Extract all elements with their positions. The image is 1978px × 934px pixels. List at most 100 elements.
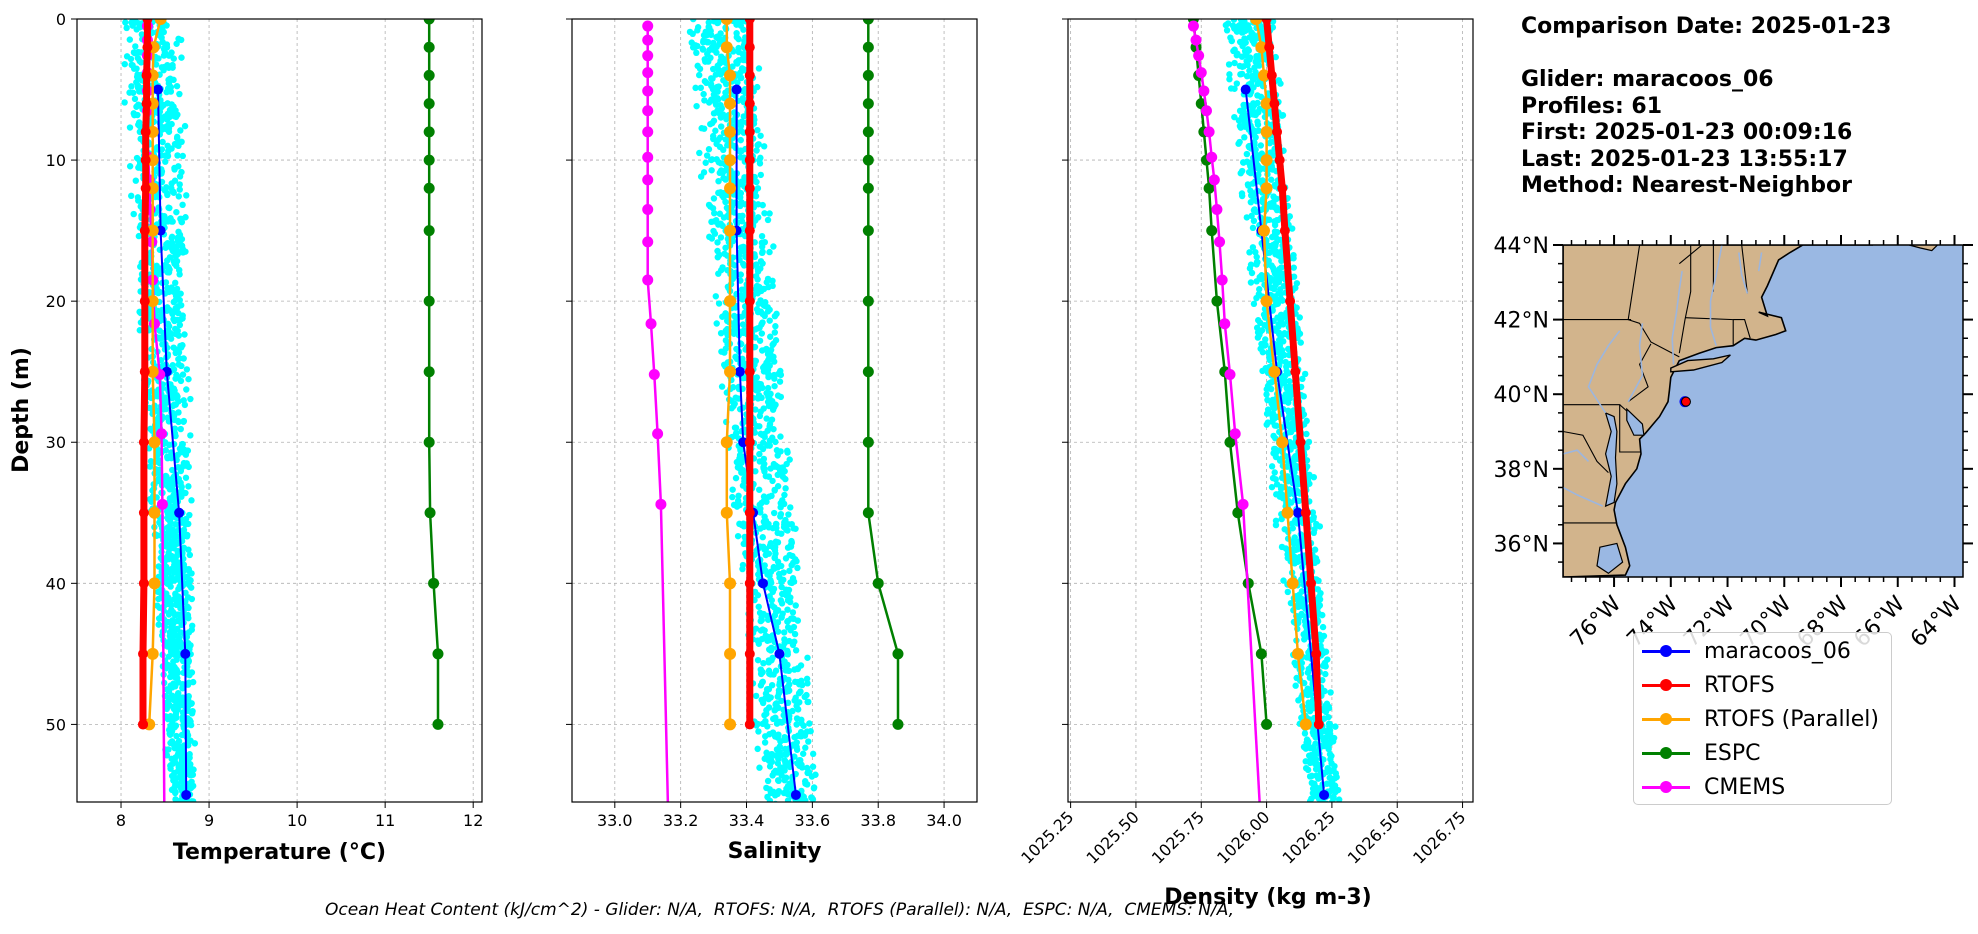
state-border [1563,430,1609,473]
glider-point [176,181,183,188]
glider-point [1278,257,1285,265]
glider-point [739,355,746,363]
glider-point [759,319,766,326]
glider-point [758,394,765,402]
glider-point [182,489,189,497]
glider-point [183,366,191,373]
glider-point [738,218,746,225]
glider-point [768,579,775,587]
glider-point [1273,217,1281,224]
series-point-espc [892,648,904,660]
glider-point [710,19,718,25]
glider-point [1254,92,1261,99]
glider-point [1278,515,1285,523]
glider-point [804,654,811,661]
series-point-rtofs-parallel [1260,97,1273,110]
series-point-espc [892,718,904,730]
series-point-cmems [1224,369,1236,381]
glider-point [165,688,173,695]
series-point-glider [153,84,163,95]
glider-point [173,40,180,47]
series-point-rtofs [744,366,755,377]
glider-point [766,572,773,580]
glider-point [705,28,712,36]
comparison-date: Comparison Date: 2025-01-23 [1521,14,1892,39]
glider-point [166,730,173,737]
glider-point [779,497,786,504]
glider-point [733,345,740,353]
glider-point [754,185,762,192]
glider-point [174,393,181,400]
series-point-rtofs-parallel [146,224,159,237]
glider-point [1287,428,1295,436]
glider-point [754,745,761,753]
lon-label: 64°W [1906,591,1967,652]
glider-point [753,147,760,154]
series-point-glider [757,578,768,589]
glider-point [165,611,173,618]
glider-point [734,532,742,540]
series-point-cmems [1208,174,1220,186]
glider-point [1270,193,1277,200]
series-point-espc [423,126,435,138]
series-point-rtofs [138,507,149,518]
glider-point [187,395,194,403]
glider-point [175,349,183,356]
glider-point [733,503,741,510]
series-point-espc [1261,718,1273,730]
series-point-rtofs [141,98,152,109]
glider-point [1275,323,1282,330]
glider-point [1269,19,1277,25]
glider-point [172,292,180,300]
glider-point [1252,248,1259,256]
glider-point [1225,61,1233,68]
glider-point [164,514,171,522]
glider-point [170,55,177,62]
glider-point [185,658,192,666]
glider-point [697,84,704,92]
glider-point [1307,744,1314,752]
glider-point [176,173,184,180]
glider-point [709,75,716,82]
river [1563,486,1604,507]
glider-point [1276,342,1284,349]
glider-point [734,79,741,86]
glider-point [718,348,725,355]
glider-point [769,401,777,409]
glider-point [784,699,792,707]
glider-point [759,248,766,255]
glider-point [771,565,778,572]
glider-point [180,418,187,425]
glider-point [1288,520,1296,527]
glider-point [716,143,724,151]
glider-point [1271,231,1279,238]
glider-point [754,141,761,149]
glider-point [740,113,747,120]
glider-point [757,509,764,516]
glider-point [792,525,799,532]
glider-point [1254,99,1261,107]
glider-point [185,463,192,471]
glider-point [180,526,188,534]
glider-point [1281,330,1288,337]
glider-point [767,751,775,758]
lat-label: 40°N [1494,383,1549,408]
glider-point [1251,34,1258,42]
glider-point [185,546,192,553]
glider-point [770,358,778,365]
glider-point [176,90,183,98]
glider-point [160,67,167,74]
series-point-rtofs-parallel [724,295,737,308]
glider-point [164,580,171,587]
glider-point [175,228,182,235]
glider-point [168,755,175,763]
glider-point [783,460,790,468]
glider-point [690,19,697,23]
glider-point [188,783,196,791]
series-point-rtofs-parallel [1260,125,1273,138]
axes-frame [76,18,483,803]
glider-point [171,246,178,253]
glider-point [1248,269,1256,277]
glider-point [185,483,192,490]
glider-point [169,466,176,474]
